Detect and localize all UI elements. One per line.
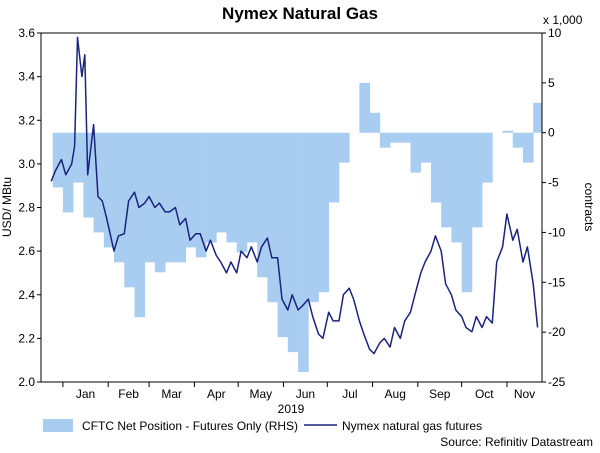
- right-tick-label: 5: [548, 76, 555, 90]
- x-tick-label: Mar: [161, 387, 182, 401]
- legend-swatch-cftc: [43, 419, 73, 432]
- x-axis: Jan Feb Mar Apr May Jun Jul Aug Sep Oct Nov: [62, 382, 535, 401]
- right-axis: -25 -20 -15 -10 -5 0 5 10: [542, 26, 566, 389]
- area-step: [471, 132, 483, 228]
- area-step: [73, 132, 84, 183]
- area-step: [287, 132, 299, 353]
- area-step: [185, 132, 197, 248]
- legend: CFTC Net Position - Futures Only (RHS) N…: [43, 419, 482, 433]
- left-tick-label: 3.2: [18, 113, 35, 127]
- area-step: [328, 132, 340, 203]
- area-step: [195, 132, 207, 258]
- area-step: [175, 132, 186, 263]
- right-axis-unit: x 1,000: [543, 13, 583, 27]
- area-step: [400, 132, 411, 143]
- area-step: [134, 132, 146, 318]
- area-step: [461, 132, 473, 293]
- area-step: [247, 132, 258, 243]
- right-axis-label: contracts: [582, 183, 596, 232]
- area-step: [257, 132, 268, 278]
- area-step: [512, 132, 524, 148]
- left-axis: 2.0 2.2 2.4 2.6 2.8 3.0 3.2 3.4 3.6: [18, 26, 41, 389]
- legend-label-cftc: CFTC Net Position - Futures Only (RHS): [82, 419, 298, 433]
- area-step: [236, 132, 248, 253]
- right-tick-label: 0: [548, 126, 555, 140]
- gas-price-series: [50, 36, 539, 355]
- area-step: [226, 132, 238, 243]
- area-step: [83, 132, 94, 218]
- area-step: [267, 132, 278, 303]
- area-step: [298, 132, 309, 372]
- area-step: [216, 132, 227, 233]
- right-tick-label: -5: [548, 176, 559, 190]
- area-step: [420, 132, 432, 163]
- x-tick-label: Oct: [475, 387, 494, 401]
- right-tick-label: -20: [548, 325, 566, 339]
- area-step: [502, 130, 514, 133]
- left-axis-label: USD/ MBtu: [0, 177, 14, 237]
- area-step: [165, 132, 176, 263]
- right-tick-label: -25: [548, 375, 566, 389]
- x-tick-label: Nov: [514, 387, 535, 401]
- legend-label-gas: Nymex natural gas futures: [342, 419, 482, 433]
- x-tick-label: Jul: [342, 387, 357, 401]
- x-tick-label: Feb: [118, 387, 139, 401]
- x-tick-label: Jun: [296, 387, 315, 401]
- right-tick-label: -10: [548, 225, 566, 239]
- area-step: [114, 132, 125, 263]
- area-step: [62, 132, 74, 213]
- left-tick-label: 2.2: [18, 331, 35, 345]
- x-tick-label: Sep: [429, 387, 451, 401]
- left-tick-label: 2.0: [18, 375, 35, 389]
- area-step: [523, 132, 534, 163]
- chart-title: Nymex Natural Gas: [222, 4, 378, 23]
- left-tick-label: 2.4: [18, 288, 35, 302]
- area-step: [124, 132, 135, 288]
- cftc-area-series: [52, 82, 543, 372]
- left-tick-label: 2.6: [18, 244, 35, 258]
- area-step: [482, 132, 493, 183]
- gas-price-line: [50, 36, 539, 355]
- left-tick-label: 3.0: [18, 157, 35, 171]
- area-step: [277, 132, 289, 338]
- area-step: [441, 132, 452, 228]
- area-step: [431, 132, 442, 203]
- left-tick-label: 2.8: [18, 201, 35, 215]
- area-step: [451, 132, 462, 243]
- x-axis-label: 2019: [278, 402, 305, 416]
- left-tick-label: 3.4: [18, 70, 35, 84]
- area-step: [308, 132, 319, 303]
- left-tick-label: 3.6: [18, 26, 35, 40]
- area-step: [359, 82, 370, 133]
- source-note: Source: Refinitiv Datastream: [440, 435, 593, 449]
- area-step: [206, 132, 217, 243]
- right-tick-label: -15: [548, 275, 566, 289]
- area-step: [369, 112, 381, 133]
- area-step: [154, 132, 166, 273]
- area-step: [93, 132, 105, 233]
- area-step: [533, 102, 543, 133]
- right-tick-label: 10: [548, 26, 562, 40]
- x-tick-label: Aug: [385, 387, 406, 401]
- x-tick-label: Apr: [207, 387, 226, 401]
- area-step: [410, 132, 422, 173]
- area-step: [318, 132, 330, 293]
- area-step: [339, 132, 350, 163]
- area-step: [52, 132, 64, 188]
- x-tick-label: May: [249, 387, 272, 401]
- area-step: [390, 132, 401, 143]
- area-step: [379, 132, 391, 148]
- x-tick-label: Jan: [76, 387, 95, 401]
- area-step: [103, 132, 115, 248]
